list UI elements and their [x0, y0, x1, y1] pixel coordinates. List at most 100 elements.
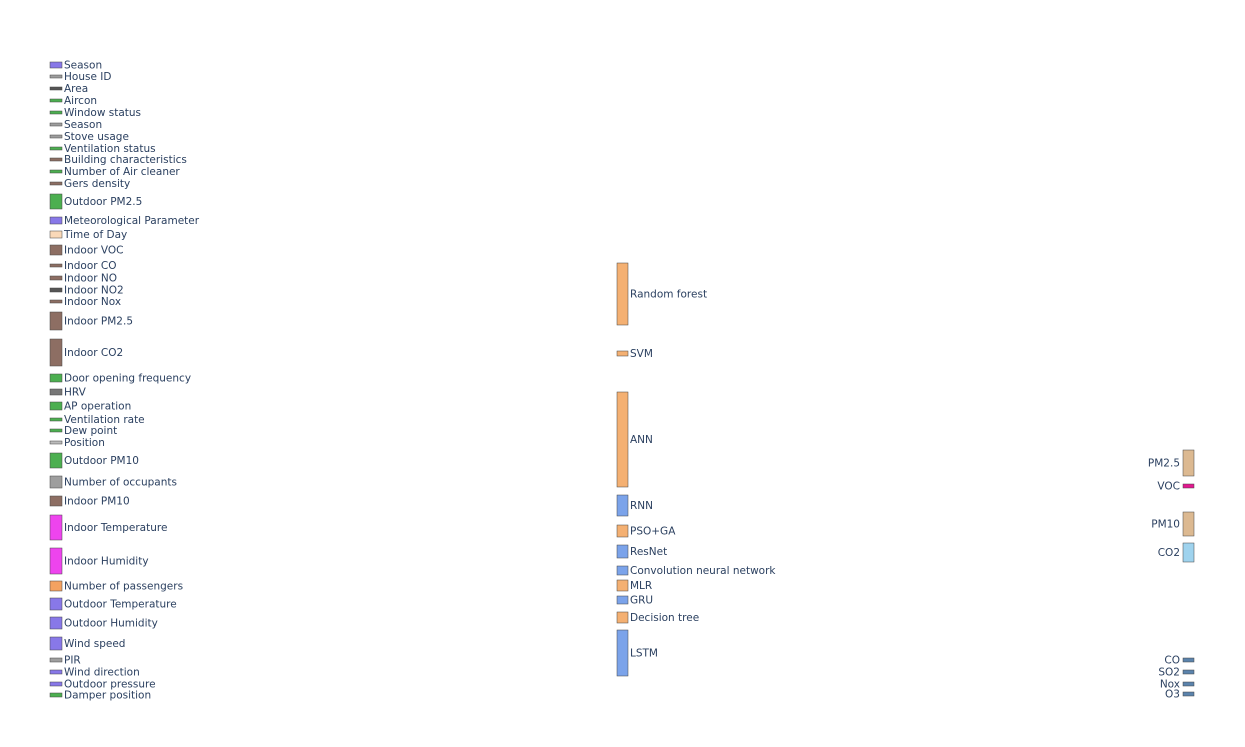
node-ventilation_status[interactable]	[49, 146, 63, 151]
link-ann-to-co2[interactable]	[628, 451, 1183, 554]
link-indoor_humidity-to-random_forest[interactable]	[62, 316, 617, 552]
link-ann-to-pm25[interactable]	[628, 392, 1183, 468]
node-pso_ga[interactable]	[616, 524, 629, 538]
link-gers_density-to-random_forest[interactable]	[62, 182, 617, 295]
node-decision_tree[interactable]	[616, 611, 629, 624]
link-svm-to-pm25[interactable]	[628, 351, 1183, 459]
link-ventilation_rate-to-ann[interactable]	[62, 418, 617, 448]
node-season_a[interactable]	[49, 61, 63, 69]
link-indoor_pm25-to-rnn[interactable]	[62, 323, 617, 499]
link-outdoor_temperature-to-lstm[interactable]	[62, 606, 617, 662]
node-ann[interactable]	[616, 391, 629, 488]
link-indoor_co2-to-ann[interactable]	[62, 339, 617, 434]
node-area[interactable]	[49, 86, 63, 91]
node-outdoor_pm10[interactable]	[49, 452, 63, 469]
node-indoor_co2[interactable]	[49, 338, 63, 367]
link-lstm-to-co[interactable]	[628, 658, 1183, 666]
link-indoor_co2-to-mlr[interactable]	[62, 356, 617, 586]
node-lstm[interactable]	[616, 629, 629, 677]
node-indoor_nox[interactable]	[49, 299, 63, 304]
node-indoor_temperature[interactable]	[49, 514, 63, 541]
link-dew_point-to-ann[interactable]	[62, 429, 617, 452]
link-indoor_pm25-to-random_forest[interactable]	[62, 310, 617, 315]
node-door_opening_frequency[interactable]	[49, 373, 63, 383]
node-so2[interactable]	[1182, 669, 1195, 675]
node-voc[interactable]	[1182, 483, 1195, 489]
node-damper_position[interactable]	[49, 692, 63, 698]
node-gru[interactable]	[616, 595, 629, 605]
link-window_status-to-random_forest[interactable]	[62, 111, 617, 278]
link-aircon-to-random_forest[interactable]	[62, 99, 617, 275]
link-indoor_voc-to-ann[interactable]	[62, 248, 617, 409]
node-number_air_cleaner[interactable]	[49, 169, 63, 174]
node-indoor_voc[interactable]	[49, 244, 63, 256]
link-rnn-to-pm25[interactable]	[628, 468, 1183, 507]
link-lstm-to-o3[interactable]	[628, 673, 1183, 696]
node-indoor_humidity[interactable]	[49, 547, 63, 575]
node-indoor_no2[interactable]	[49, 287, 63, 293]
node-pir[interactable]	[49, 657, 63, 663]
link-resnet-to-co2[interactable]	[628, 545, 1183, 558]
link-cnn-to-voc[interactable]	[628, 484, 1183, 575]
node-indoor_pm10[interactable]	[49, 495, 63, 507]
node-ap_operation[interactable]	[49, 401, 63, 411]
node-co2[interactable]	[1182, 542, 1195, 563]
node-number_of_occupants[interactable]	[49, 475, 63, 489]
link-meteorological_parameter-to-random_forest[interactable]	[62, 217, 617, 304]
link-position-to-ann[interactable]	[62, 441, 617, 455]
node-window_status[interactable]	[49, 110, 63, 115]
link-ann-to-pm10[interactable]	[628, 425, 1183, 526]
node-ventilation_rate[interactable]	[49, 417, 63, 422]
link-outdoor_pm25-to-ann[interactable]	[62, 200, 617, 399]
node-wind_direction[interactable]	[49, 669, 63, 675]
node-gers_density[interactable]	[49, 181, 63, 186]
node-dew_point[interactable]	[49, 428, 63, 433]
node-o3[interactable]	[1182, 691, 1195, 697]
link-lstm-to-pm10[interactable]	[628, 532, 1183, 656]
link-lstm-to-so2[interactable]	[628, 666, 1183, 674]
link-pir-to-lstm[interactable]	[62, 658, 617, 669]
link-outdoor_pm10-to-ann[interactable]	[62, 453, 617, 462]
node-aircon[interactable]	[49, 98, 63, 103]
node-outdoor_pm25[interactable]	[49, 193, 63, 210]
link-indoor_no-to-ann[interactable]	[62, 276, 617, 417]
node-nox[interactable]	[1182, 681, 1195, 687]
link-lstm-to-nox[interactable]	[628, 669, 1183, 686]
node-pm25[interactable]	[1182, 449, 1195, 477]
node-season_b[interactable]	[49, 122, 63, 127]
link-lstm-to-pm25[interactable]	[628, 472, 1183, 643]
node-outdoor_pressure[interactable]	[49, 681, 63, 687]
node-random_forest[interactable]	[616, 262, 629, 326]
link-pso_ga-to-pm10[interactable]	[628, 525, 1183, 537]
node-rnn[interactable]	[616, 494, 629, 517]
link-number_of_occupants-to-resnet[interactable]	[62, 484, 617, 553]
node-indoor_co[interactable]	[49, 263, 63, 268]
node-cnn[interactable]	[616, 565, 629, 576]
link-number_air_cleaner-to-random_forest[interactable]	[62, 170, 617, 293]
node-outdoor_humidity[interactable]	[49, 616, 63, 630]
node-pm10[interactable]	[1182, 511, 1195, 537]
link-hrv-to-ann[interactable]	[62, 389, 617, 441]
node-building_characteristics[interactable]	[49, 157, 63, 162]
node-indoor_pm25[interactable]	[49, 311, 63, 331]
link-indoor_co-to-ann[interactable]	[62, 264, 617, 413]
link-indoor_temperature-to-gru[interactable]	[62, 533, 617, 604]
node-number_of_passengers[interactable]	[49, 580, 63, 592]
link-indoor_pm25-to-ann[interactable]	[62, 319, 617, 423]
node-hrv[interactable]	[49, 388, 63, 396]
link-indoor_voc-to-random_forest[interactable]	[62, 245, 617, 310]
node-wind_speed[interactable]	[49, 636, 63, 651]
link-wind_direction-to-lstm[interactable]	[62, 669, 617, 674]
node-resnet[interactable]	[616, 544, 629, 559]
link-wind_speed-to-lstm[interactable]	[62, 647, 617, 667]
node-co[interactable]	[1182, 657, 1195, 663]
link-random_forest-to-pm10[interactable]	[628, 294, 1183, 518]
link-time_of_day-to-random_forest[interactable]	[62, 231, 617, 307]
link-indoor_voc-to-lstm[interactable]	[62, 252, 617, 635]
link-random_forest-to-pm25[interactable]	[628, 263, 1183, 458]
node-outdoor_temperature[interactable]	[49, 597, 63, 611]
node-position[interactable]	[49, 440, 63, 445]
link-outdoor_humidity-to-lstm[interactable]	[62, 625, 617, 665]
link-ap_operation-to-ann[interactable]	[62, 402, 617, 445]
link-gru-to-pm25[interactable]	[628, 471, 1183, 604]
